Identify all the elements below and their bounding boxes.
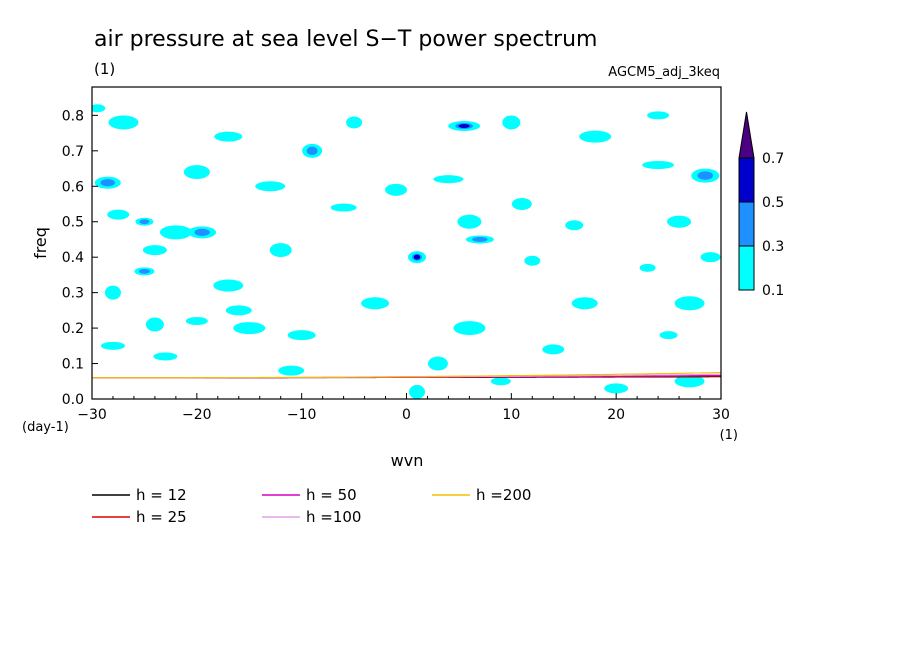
contour-patch — [330, 203, 357, 212]
legend-label: h =100 — [306, 508, 361, 526]
contour-patch — [278, 365, 305, 376]
contour-patch — [94, 176, 121, 189]
colorbar-segment — [738, 157, 755, 203]
y-tick-label: 0.8 — [62, 108, 84, 124]
contour-fill-layer — [92, 104, 721, 399]
contour-patch — [100, 341, 125, 350]
contour-patch — [361, 297, 390, 310]
contour-patch — [302, 143, 323, 158]
x-tick-label: 0 — [402, 407, 411, 423]
colorbar-label: 0.5 — [762, 195, 784, 211]
contour-patch — [542, 344, 565, 355]
contour-patch — [465, 235, 494, 244]
contour-patch — [255, 181, 286, 192]
contour-patch — [565, 220, 584, 231]
title-unit: (1) — [94, 60, 115, 78]
dispersion-curves — [92, 372, 721, 379]
y-tick-label: 0.2 — [62, 321, 84, 337]
contour-patch — [159, 225, 192, 240]
contour-patch — [346, 116, 363, 129]
colorbar-segment — [738, 201, 755, 247]
source-label: AGCM5_adj_3keq — [608, 65, 720, 80]
x-tick-label: 20 — [607, 407, 625, 423]
y-axis: 0.0 0.1 0.2 0.3 0.4 0.5 0.6 0.7 0.8 — [62, 108, 98, 408]
chart-title: air pressure at sea level S−T power spec… — [94, 27, 597, 52]
contour-patch — [233, 322, 266, 335]
contour-patch — [135, 217, 154, 226]
legend: h = 12 h = 25 h = 50 h =100 h =200 — [92, 486, 531, 526]
contour-patch — [134, 267, 155, 276]
y-tick-label: 0.7 — [62, 144, 84, 160]
contour-patch — [142, 245, 167, 256]
contour-patch — [213, 279, 244, 292]
contour-patch — [579, 130, 612, 143]
contour-patch — [642, 161, 675, 169]
x-tick-label: −20 — [182, 407, 212, 423]
contour-patch — [407, 251, 426, 264]
contour-patch — [457, 214, 482, 229]
contour-patch — [511, 198, 532, 210]
plot-frame — [91, 86, 722, 400]
colorbar-label: 0.7 — [762, 151, 784, 167]
contour-patch — [524, 255, 541, 266]
contour-patch — [674, 375, 705, 388]
contour-patch — [448, 121, 481, 131]
contour-patch — [639, 263, 656, 272]
contour-patch — [408, 384, 425, 399]
contour-patch — [269, 243, 292, 258]
y-tick-label: 0.4 — [62, 250, 84, 266]
y-tick-label: 0.6 — [62, 179, 84, 195]
y-tick-label: 0.0 — [62, 392, 84, 408]
contour-patch — [502, 115, 521, 130]
colorbar-segment — [738, 245, 755, 291]
colorbar-arrow — [738, 111, 755, 159]
contour-patch — [674, 296, 705, 311]
contour-patch — [453, 321, 486, 336]
contour-patch — [107, 209, 130, 220]
colorbar-label: 0.1 — [762, 283, 784, 299]
y-tick-label: 0.1 — [62, 357, 84, 373]
contour-patch — [433, 175, 464, 184]
contour-patch — [185, 317, 208, 325]
contour-patch — [287, 330, 316, 341]
contour-patch — [659, 331, 678, 340]
contour-patch — [108, 115, 139, 130]
x-unit-label: (1) — [720, 428, 738, 443]
x-tick-label: −30 — [77, 407, 107, 423]
x-axis: −30 −20 −10 0 10 20 30 — [77, 393, 730, 423]
legend-label: h = 12 — [136, 486, 187, 504]
contour-patch — [385, 183, 408, 196]
contour-patch — [604, 383, 629, 394]
y-tick-label: 0.5 — [62, 215, 84, 231]
contour-patch — [145, 317, 164, 332]
contour-patch — [104, 285, 121, 300]
colorbar-label: 0.3 — [762, 239, 784, 255]
curve-h-200 — [92, 372, 721, 379]
legend-label: h = 25 — [136, 508, 187, 526]
x-tick-label: 10 — [502, 407, 520, 423]
colorbar: 0.1 0.3 0.5 0.7 — [738, 111, 784, 299]
x-tick-label: −10 — [287, 407, 317, 423]
contour-patch — [700, 252, 721, 263]
contour-patch — [188, 226, 217, 239]
y-unit-label: (day-1) — [22, 420, 69, 435]
y-tick-label: 0.3 — [62, 286, 84, 302]
contour-patch — [571, 297, 598, 310]
x-tick-label: 30 — [712, 407, 730, 423]
contour-patch — [490, 377, 511, 386]
contour-patch — [92, 104, 106, 113]
contour-patch — [225, 305, 252, 316]
y-axis-title: freq — [31, 227, 50, 259]
contour-patch — [647, 111, 670, 120]
contour-patch — [214, 131, 243, 142]
contour-patch — [427, 356, 448, 371]
contour-patch — [667, 215, 692, 228]
legend-label: h =200 — [476, 486, 531, 504]
contour-patch — [153, 352, 178, 361]
contour-patch — [183, 165, 210, 180]
x-axis-title: wvn — [391, 451, 424, 470]
contour-patch — [691, 168, 720, 183]
legend-label: h = 50 — [306, 486, 357, 504]
